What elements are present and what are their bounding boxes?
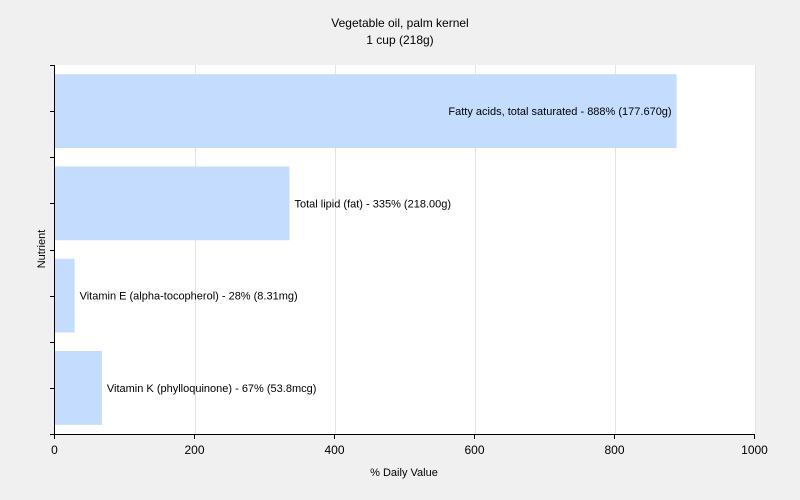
- data-label: Vitamin K (phylloquinone) - 67% (53.8mcg…: [107, 383, 317, 395]
- data-label: Total lipid (fat) - 335% (218.00g): [295, 198, 452, 210]
- x-tick-label: 600: [464, 443, 484, 457]
- data-label: Vitamin E (alpha-tocopherol) - 28% (8.31…: [80, 291, 298, 303]
- bar: [55, 350, 102, 425]
- chart-subtitle: 1 cup (218g): [366, 33, 433, 47]
- x-tick-label: 400: [324, 443, 344, 457]
- x-tick-label: 200: [184, 443, 204, 457]
- x-axis-title: % Daily Value: [370, 467, 438, 479]
- x-tick-label: 1000: [741, 443, 768, 457]
- bar: [55, 74, 677, 149]
- axes: 0 200 400 600 800 1000: [50, 65, 768, 457]
- data-label: Fatty acids, total saturated - 888% (177…: [448, 106, 671, 118]
- bar: [55, 166, 290, 241]
- bars: Fatty acids, total saturated - 888% (177…: [55, 74, 677, 425]
- chart-title: Vegetable oil, palm kernel: [331, 16, 468, 30]
- y-axis-title: Nutrient: [36, 230, 48, 269]
- bar: [55, 258, 75, 333]
- x-tick-label: 0: [51, 443, 58, 457]
- x-tick-label: 800: [604, 443, 624, 457]
